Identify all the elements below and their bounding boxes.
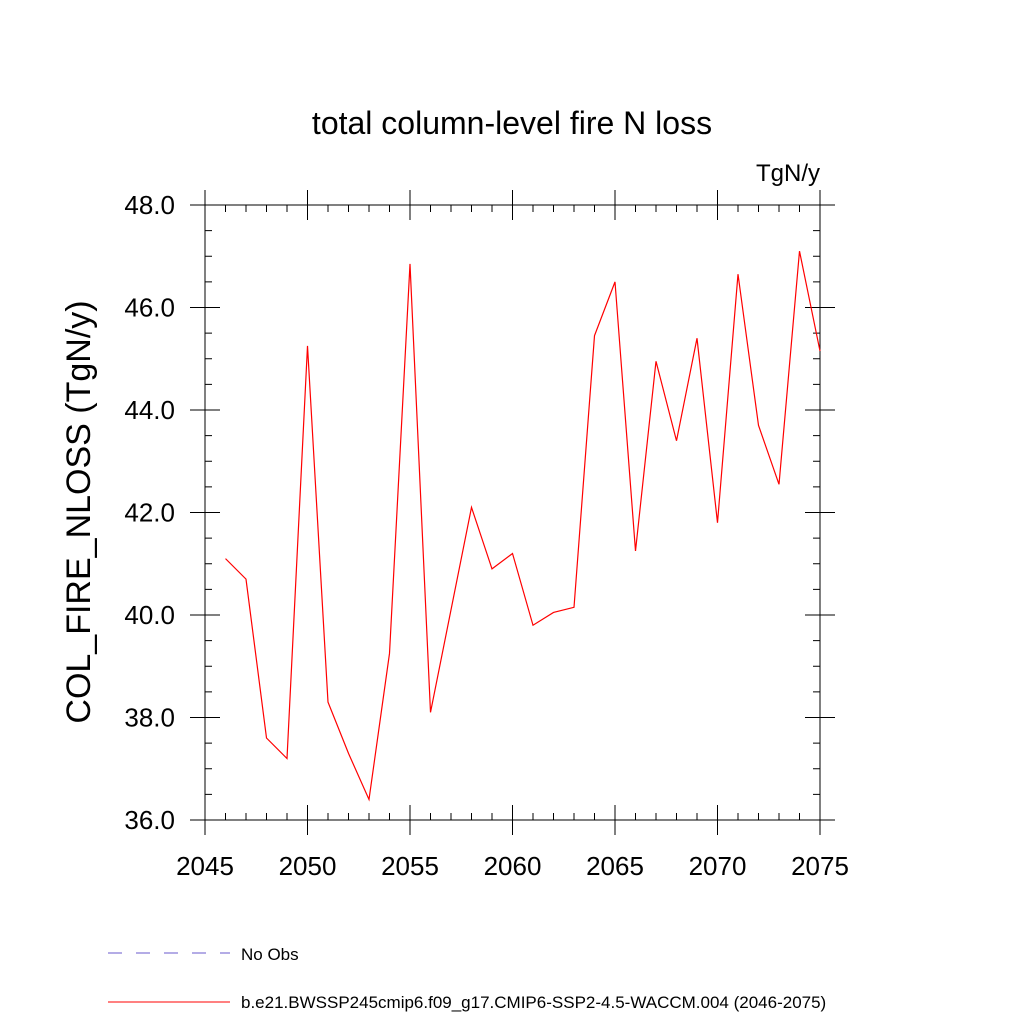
x-tick-label: 2075 — [791, 851, 849, 881]
y-tick-label: 44.0 — [124, 395, 175, 425]
legend-label-model: b.e21.BWSSP245cmip6.f09_g17.CMIP6-SSP2-4… — [241, 993, 826, 1012]
series-layer — [225, 250, 821, 802]
units-label: TgN/y — [756, 160, 820, 187]
y-tick-label: 36.0 — [124, 805, 175, 835]
plot-frame — [204, 204, 821, 821]
x-tick-label: 2060 — [484, 851, 542, 881]
legend-label-no-obs: No Obs — [241, 945, 299, 964]
y-tick-label: 48.0 — [124, 190, 175, 220]
x-tick-label: 2055 — [381, 851, 439, 881]
y-tick-label: 38.0 — [124, 703, 175, 733]
x-tick-label: 2045 — [176, 851, 234, 881]
y-tick-label: 46.0 — [124, 293, 175, 323]
legend: No Obs b.e21.BWSSP245cmip6.f09_g17.CMIP6… — [108, 945, 826, 1012]
y-tick-label: 40.0 — [124, 600, 175, 630]
x-tick-label: 2050 — [279, 851, 337, 881]
x-tick-label: 2070 — [689, 851, 747, 881]
axes: 2045 2050 2055 2060 2065 2070 2075 36.0 38.0 40.0… — [124, 190, 849, 881]
y-tick-label: 42.0 — [124, 498, 175, 528]
chart-title: total column-level fire N loss — [312, 105, 712, 141]
x-tick-label: 2065 — [586, 851, 644, 881]
series-line — [225, 250, 821, 802]
y-axis-label: COL_FIRE_NLOSS (TgN/y) — [60, 300, 98, 723]
